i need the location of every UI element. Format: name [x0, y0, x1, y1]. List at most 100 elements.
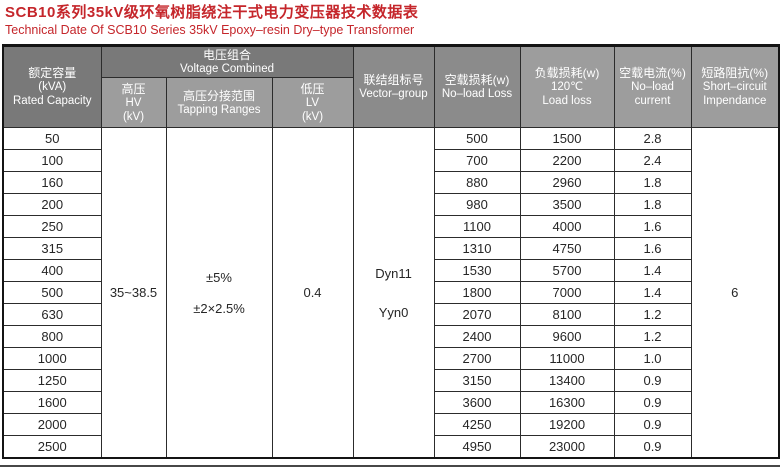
load-loss-cell: 16300: [519, 391, 615, 414]
col-header-rated-capacity: 额定容量 (kVA) Rated Capacity: [2, 45, 102, 128]
noload-loss-header-en: No–load Loss: [441, 88, 513, 100]
load-loss-cell: 23000: [519, 435, 615, 459]
load-loss-cell: 13400: [519, 369, 615, 392]
table-row: 50 35~38.5 ±5% ±2×2.5% 0.4 Dyn11 Yyn0 500 1500 2.…: [2, 127, 780, 459]
col-header-tapping: 高压分接范围 Tapping Ranges: [165, 77, 273, 128]
load-loss-cell: 11000: [519, 347, 615, 370]
noload-current-cell: 2.4: [613, 149, 692, 172]
noload-current-cell: 1.2: [613, 303, 692, 326]
voltage-header-zh: 电压组合: [203, 48, 252, 62]
noload-current-cell: 1.4: [613, 281, 692, 304]
table-row: 2000 4250 19200 0.9: [2, 413, 779, 436]
rated-header-unit: (kVA): [38, 81, 67, 93]
load-loss-header-temp: 120℃: [550, 81, 584, 93]
noload-current-cell: 0.9: [613, 413, 692, 436]
tapping-value-cell: ±5% ±2×2.5%: [165, 127, 273, 459]
load-loss-cell: 19200: [519, 413, 615, 436]
noload-loss-cell: 1800: [433, 281, 521, 304]
col-header-hv: 高压 HV (kV): [100, 77, 167, 128]
noload-loss-cell: 3150: [433, 369, 521, 392]
vector-group-value-cell: Dyn11 Yyn0: [352, 127, 435, 459]
load-loss-header-en: Load loss: [542, 95, 592, 107]
load-loss-cell: 1500: [519, 127, 615, 150]
col-header-impedance: 短路阻抗(%) Short–circuit Impendance: [690, 45, 780, 128]
rated-capacity-cell: 2500: [2, 435, 102, 459]
noload-current-cell: 1.8: [613, 171, 692, 194]
table-row: 500 1800 7000 1.4: [2, 281, 779, 304]
rated-capacity-cell: 500: [2, 281, 102, 304]
tapping-header-zh: 高压分接范围: [182, 88, 255, 103]
load-loss-cell: 4750: [519, 237, 615, 260]
hv-header-zh: 高压: [121, 81, 146, 96]
noload-current-cell: 0.9: [613, 435, 692, 459]
table-row: 315 1310 4750 1.6: [2, 237, 779, 260]
noload-current-cell: 1.6: [613, 215, 692, 238]
load-loss-cell: 3500: [519, 193, 615, 216]
noload-loss-cell: 4250: [433, 413, 521, 436]
col-header-noload-loss: 空载损耗(w) No–load Loss: [433, 45, 521, 128]
rated-capacity-cell: 250: [2, 215, 102, 238]
rated-capacity-cell: 1000: [2, 347, 102, 370]
lv-value-cell: 0.4: [271, 127, 354, 459]
tapping-line1: ±5%: [206, 269, 232, 285]
load-loss-cell: 7000: [519, 281, 615, 304]
rated-capacity-cell: 50: [2, 127, 102, 150]
noload-loss-cell: 2700: [433, 347, 521, 370]
rated-capacity-cell: 200: [2, 193, 102, 216]
header-row-1: 额定容量 (kVA) Rated Capacity 电压组合 Voltage C…: [2, 45, 780, 128]
lv-header-zh: 低压: [300, 81, 325, 96]
col-header-noload-current: 空载电流(%) No–load current: [613, 45, 692, 128]
noload-current-cell: 0.9: [613, 391, 692, 414]
page-title-en: Technical Date Of SCB10 Series 35kV Epox…: [5, 23, 415, 37]
page-title-zh: SCB10系列35kV级环氧树脂绕注干式电力变压器技术数据表: [5, 4, 419, 21]
noload-loss-cell: 2070: [433, 303, 521, 326]
noload-loss-cell: 980: [433, 193, 521, 216]
rated-capacity-cell: 1600: [2, 391, 102, 414]
load-loss-cell: 2960: [519, 171, 615, 194]
table-row: 160 880 2960 1.8: [2, 171, 779, 194]
load-loss-header-zh: 负载损耗(w): [534, 66, 600, 80]
rated-capacity-cell: 2000: [2, 413, 102, 436]
table-row: 2500 4950 23000 0.9: [2, 435, 779, 459]
table-row: 1000 2700 11000 1.0: [2, 347, 779, 370]
noload-loss-cell: 500: [433, 127, 521, 150]
table-row: 1250 3150 13400 0.9: [2, 369, 779, 392]
noload-loss-cell: 700: [433, 149, 521, 172]
col-header-load-loss: 负载损耗(w) 120℃ Load loss: [519, 45, 615, 128]
spec-table-body: 50 35~38.5 ±5% ±2×2.5% 0.4 Dyn11 Yyn0 500 1500 2.…: [2, 127, 780, 459]
rated-capacity-cell: 315: [2, 237, 102, 260]
hv-header-unit: (kV): [122, 110, 145, 123]
rated-capacity-cell: 630: [2, 303, 102, 326]
rated-capacity-cell: 1250: [2, 369, 102, 392]
impedance-header-en2: Impendance: [703, 95, 767, 107]
rated-header-zh: 额定容量: [28, 66, 77, 80]
noload-loss-cell: 3600: [433, 391, 521, 414]
vector-line2: Yyn0: [378, 304, 409, 320]
noload-loss-cell: 1530: [433, 259, 521, 282]
rated-header-en: Rated Capacity: [12, 95, 92, 107]
table-row: 630 2070 8100 1.2: [2, 303, 779, 326]
rated-capacity-cell: 400: [2, 259, 102, 282]
lv-header-en: LV: [305, 96, 320, 109]
rated-capacity-cell: 160: [2, 171, 102, 194]
col-header-lv: 低压 LV (kV): [271, 77, 354, 128]
noload-current-header-en1: No–load: [631, 81, 674, 93]
impedance-header-en1: Short–circuit: [702, 81, 767, 93]
tapping-header-en: Tapping Ranges: [177, 103, 261, 116]
header-row-2: 高压 HV (kV) 高压分接范围 Tapping Ranges 低压 LV (…: [3, 77, 779, 128]
noload-loss-cell: 880: [433, 171, 521, 194]
noload-current-cell: 2.8: [613, 127, 692, 150]
col-header-vector-group: 联结组标号 Vector–group: [352, 45, 435, 128]
impedance-value-cell: 6: [690, 127, 780, 459]
spec-table: 额定容量 (kVA) Rated Capacity 电压组合 Voltage C…: [2, 44, 780, 459]
noload-current-cell: 1.4: [613, 259, 692, 282]
title-block: SCB10系列35kV级环氧树脂绕注干式电力变压器技术数据表 Technical…: [0, 0, 780, 38]
vector-header-zh: 联结组标号: [363, 73, 424, 87]
voltage-header-en: Voltage Combined: [180, 63, 274, 75]
rated-capacity-cell: 100: [2, 149, 102, 172]
noload-current-cell: 1.2: [613, 325, 692, 348]
hv-header-en: HV: [125, 96, 142, 109]
impedance-value: 6: [731, 285, 739, 300]
noload-current-header-en2: current: [634, 95, 671, 107]
bottom-divider: [0, 465, 780, 467]
